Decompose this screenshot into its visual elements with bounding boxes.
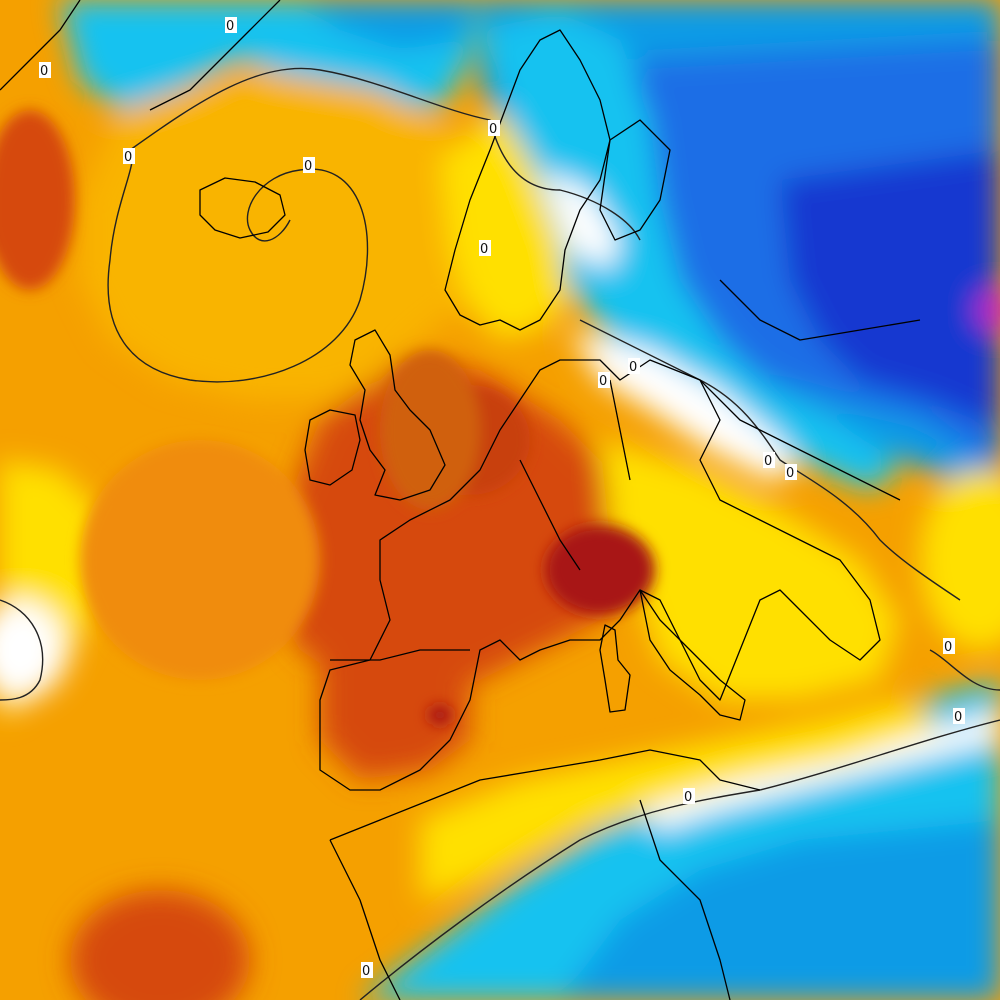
zero-contour-north	[129, 67, 641, 241]
coast-continent	[319, 359, 881, 791]
border-sahara-2	[639, 799, 731, 1000]
field-darkred-spain	[428, 705, 452, 725]
border-sahara-1	[329, 839, 401, 1000]
field-deepestblue-russia	[780, 150, 1000, 430]
svg-text:0: 0	[362, 964, 370, 979]
field-white-west	[0, 600, 65, 700]
svg-text:0: 0	[304, 159, 312, 174]
coast-north-africa	[329, 749, 761, 841]
svg-text:0: 0	[954, 710, 962, 725]
svg-text:0: 0	[599, 374, 607, 389]
field-white-baltic	[540, 170, 620, 270]
field-yellow-north-ring	[80, 70, 480, 400]
border-germany-poland	[609, 379, 631, 481]
coast-greenland-east	[149, 0, 281, 111]
zero-contour-iceland-loop	[107, 149, 369, 383]
svg-text:0: 0	[786, 466, 794, 481]
field-red-iberia	[320, 640, 470, 780]
svg-text:0: 0	[480, 242, 488, 257]
contour-label-scandinavia-inner: 0	[479, 240, 491, 257]
svg-text:0: 0	[944, 640, 952, 655]
field-orange-atlantic	[80, 440, 320, 680]
contour-labels: 0 0 0 0 0 0 0 0 0 0 0 0 0 0	[39, 17, 965, 979]
field-red-greenland	[0, 110, 75, 290]
zero-contour-west	[0, 599, 44, 701]
border-spain-france	[330, 649, 470, 661]
contour-label-balkans-1: 0	[763, 452, 775, 469]
contour-label-greenland: 0	[123, 148, 135, 165]
field-red-westeurope	[270, 360, 640, 700]
svg-text:0: 0	[40, 64, 48, 79]
coast-greenland	[0, 0, 81, 91]
coast-iceland	[199, 177, 286, 239]
field-yellow-turkey	[920, 470, 1000, 650]
contour-label-baltic-1: 0	[598, 372, 610, 389]
border-eastern-europe	[699, 379, 901, 501]
contour-label-balkans-2: 0	[785, 464, 797, 481]
field-magenta-east	[977, 292, 1000, 328]
field-yellow-scandinavia	[440, 110, 570, 340]
field-red-sahara	[70, 890, 250, 1000]
coastlines	[0, 0, 921, 1000]
svg-text:0: 0	[226, 19, 234, 34]
zero-contour-baltic	[579, 319, 961, 601]
contour-label-norway: 0	[488, 120, 500, 137]
field-lightblue-baltic	[480, 10, 900, 490]
field-white-south	[640, 710, 1000, 830]
field-darkred-alps	[545, 525, 655, 615]
svg-text:0: 0	[629, 360, 637, 375]
contour-label-baltic-2: 0	[628, 358, 640, 375]
contour-label-greenland-north: 0	[225, 17, 237, 34]
border-russia-west	[719, 279, 921, 341]
svg-text:0: 0	[684, 790, 692, 805]
coast-great-britain	[349, 329, 446, 501]
coast-italy	[639, 589, 746, 721]
zero-contour-south	[359, 719, 1000, 1000]
svg-text:0: 0	[489, 122, 497, 137]
contour-label-greenland-west: 0	[39, 62, 51, 79]
contour-label-turkey: 0	[943, 638, 955, 655]
contour-label-east-med: 0	[953, 708, 965, 725]
coast-ireland	[304, 409, 361, 486]
field-white-central	[570, 330, 800, 480]
coast-corsica-sardinia	[599, 624, 631, 713]
zero-contour-iceland-inner	[246, 169, 301, 242]
field-blue-south	[560, 820, 1000, 1000]
zero-contours	[0, 67, 1000, 1000]
contour-label-libya: 0	[683, 788, 695, 805]
coast-finland	[599, 119, 671, 241]
field-blue-top	[300, 0, 480, 50]
svg-text:0: 0	[124, 150, 132, 165]
zero-contour-turkey	[929, 649, 1000, 691]
border-france-germany	[519, 459, 581, 571]
contour-label-sahara: 0	[361, 962, 373, 979]
svg-text:0: 0	[764, 454, 772, 469]
contour-label-iceland-top: 0	[303, 157, 315, 174]
